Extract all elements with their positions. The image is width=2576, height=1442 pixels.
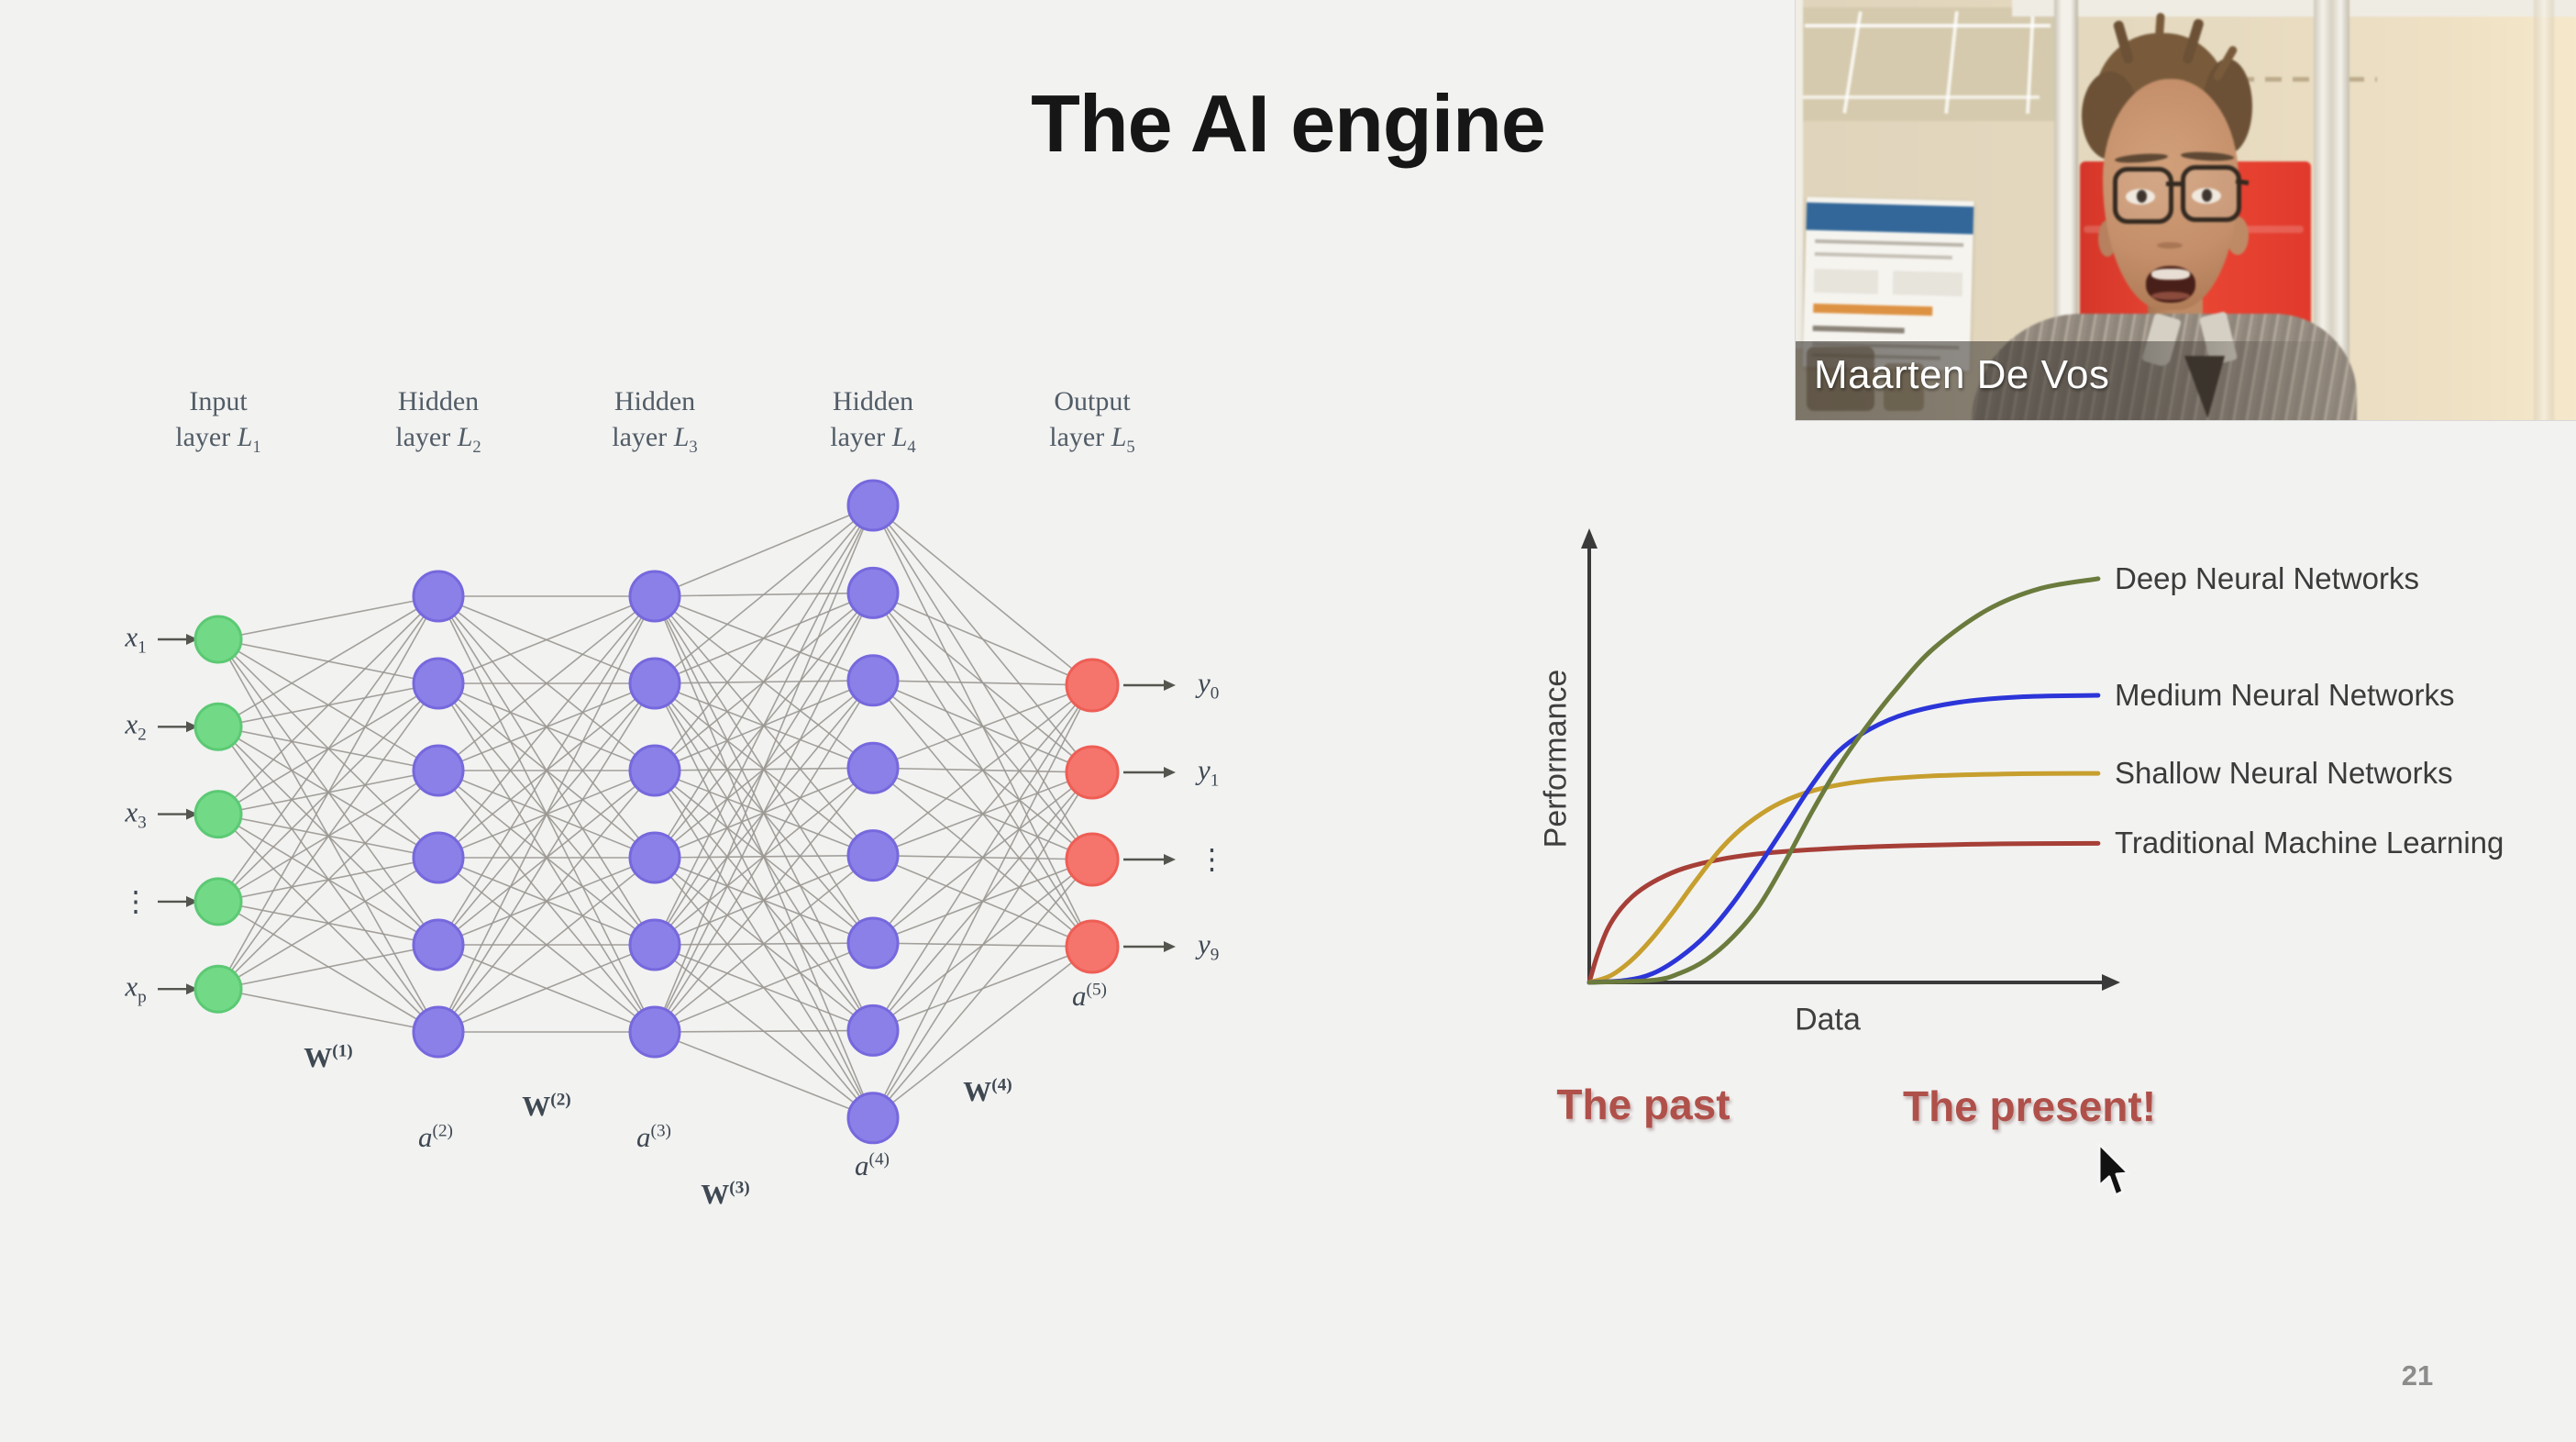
slide-title: The AI engine [1031, 78, 1546, 169]
input-label: xp [125, 970, 147, 1007]
legend-label: Medium Neural Networks [2115, 678, 2455, 713]
weight-label: W(4) [963, 1075, 1012, 1107]
output-label: y0 [1198, 666, 1220, 704]
input-label: x1 [125, 620, 147, 658]
output-label: y1 [1198, 753, 1220, 791]
legend-label: Shallow Neural Networks [2115, 756, 2453, 791]
activation-label: a(2) [418, 1121, 453, 1153]
webcam-video-tile[interactable]: Maarten De Vos [1795, 0, 2576, 421]
weight-label: W(2) [522, 1090, 571, 1122]
input-label: ⋮ [121, 884, 150, 917]
glasses-icon [2113, 167, 2173, 224]
activation-label: a(5) [1072, 980, 1107, 1012]
activation-label: a(3) [636, 1121, 671, 1153]
chart-x-axis-label: Data [1795, 1002, 1861, 1037]
activation-label: a(4) [855, 1149, 890, 1181]
layer-header-L1: Input layer L1 [175, 386, 261, 457]
output-label: y9 [1198, 927, 1220, 965]
input-label: x2 [125, 707, 147, 745]
layer-header-L3: Hidden layer L3 [612, 386, 698, 457]
input-label: x3 [125, 795, 147, 833]
name-tag-band [1796, 341, 2346, 420]
output-label: ⋮ [1198, 843, 1226, 875]
neural-network-diagram [158, 479, 1176, 1145]
layer-header-L4: Hidden layer L4 [830, 386, 916, 457]
mouse-cursor-icon [2096, 1142, 2135, 1206]
participant-name: Maarten De Vos [1814, 352, 2110, 397]
legend-label: Deep Neural Networks [2115, 560, 2419, 595]
glass-top-beam [2012, 0, 2576, 17]
weight-label: W(3) [701, 1178, 750, 1210]
slide-page-number: 21 [2401, 1359, 2434, 1392]
weight-label: W(1) [304, 1041, 353, 1073]
annotation-the-past: The past [1556, 1081, 1730, 1128]
annotation-the-present: The present! [1902, 1082, 2157, 1130]
chart-y-axis-label: Performance [1538, 669, 1574, 849]
layer-header-L2: Hidden layer L2 [395, 386, 481, 457]
layer-header-L5: Output layer L5 [1049, 386, 1135, 457]
legend-label: Traditional Machine Learning [2115, 826, 2504, 860]
